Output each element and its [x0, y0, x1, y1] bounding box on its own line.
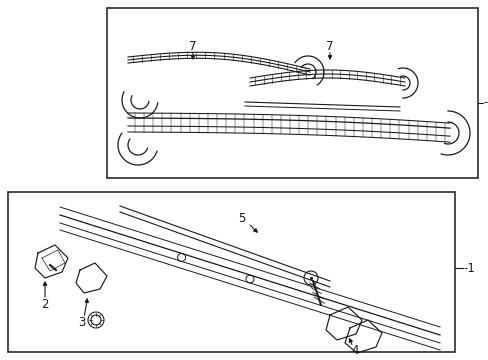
Text: 2: 2 — [41, 298, 49, 311]
Text: 7: 7 — [189, 40, 196, 53]
Text: 3: 3 — [78, 316, 85, 329]
Text: 5: 5 — [238, 211, 245, 225]
Text: 4: 4 — [350, 343, 358, 356]
Text: -6: -6 — [482, 96, 488, 109]
Bar — [8, 192, 454, 352]
Text: 7: 7 — [325, 40, 333, 53]
Bar — [107, 8, 477, 178]
Text: -1: -1 — [462, 261, 474, 274]
